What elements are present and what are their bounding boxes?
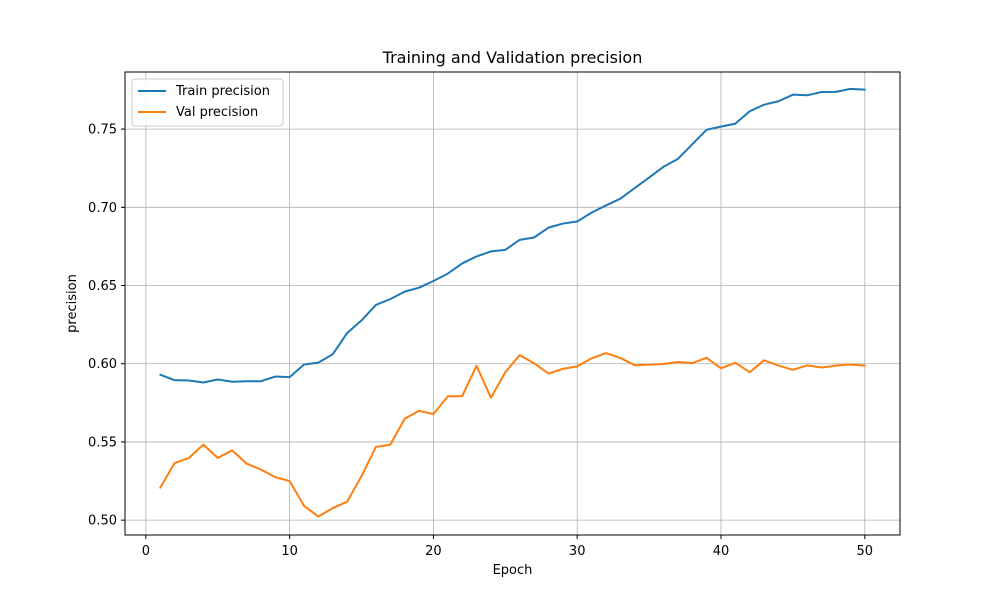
x-tick-label: 10	[281, 544, 298, 559]
legend-label-train: Train precision	[175, 84, 270, 99]
series-line-train-precision	[159, 87, 866, 384]
plot-frame	[124, 71, 901, 536]
y-tick-label: 0.70	[88, 201, 117, 216]
legend: Train precision Val precision	[131, 78, 284, 127]
x-tick-label: 0	[142, 544, 150, 559]
x-axis-label: Epoch	[493, 563, 533, 578]
grid-lines	[125, 72, 900, 535]
x-tick-label: 20	[425, 544, 442, 559]
y-tick-label: 0.50	[88, 514, 117, 529]
axis-ticks: 0 10 20 30 40 50 0.50 0.55 0.60 0.65 0.70 0.75	[88, 123, 873, 559]
legend-label-val: Val precision	[176, 105, 258, 120]
series-line-val-precision	[159, 352, 866, 518]
x-tick-label: 30	[569, 544, 586, 559]
y-tick-label: 0.55	[88, 435, 117, 450]
y-tick-label: 0.65	[88, 279, 117, 294]
series-layer	[159, 87, 866, 518]
y-tick-label: 0.75	[88, 123, 117, 138]
x-tick-label: 50	[856, 544, 873, 559]
legend-box	[131, 78, 284, 127]
chart-title: Training and Validation precision	[382, 48, 643, 67]
y-tick-label: 0.60	[88, 357, 117, 372]
y-axis-label: precision	[65, 274, 80, 333]
x-tick-label: 40	[713, 544, 730, 559]
